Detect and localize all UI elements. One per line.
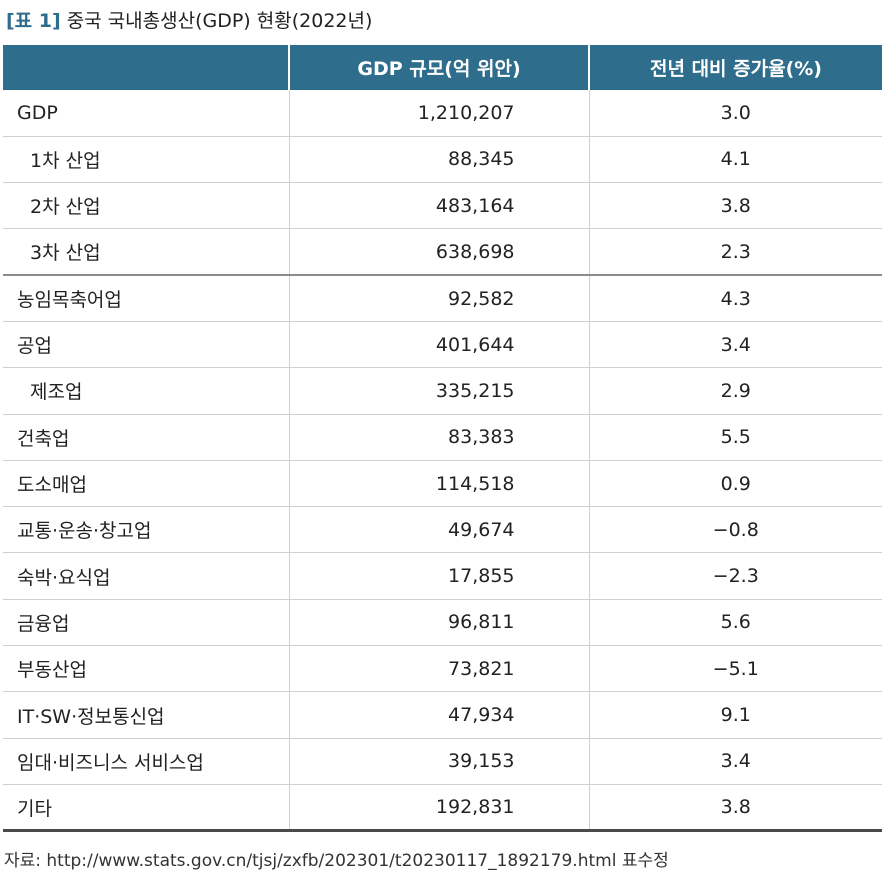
table-title: [표 1] 중국 국내총생산(GDP) 현황(2022년)	[6, 8, 372, 34]
gdp-value: 192,831	[288, 784, 589, 833]
growth-rate-value: 0.9	[588, 460, 882, 508]
gdp-table-container: GDP 규모(억 위안) 전년 대비 증가율(%) GDP 1,210,207 …	[3, 45, 882, 833]
table-row: 2차 산업 483,164 3.8	[3, 182, 882, 230]
gdp-table: GDP 규모(억 위안) 전년 대비 증가율(%) GDP 1,210,207 …	[3, 45, 882, 833]
table-row: 도소매업 114,518 0.9	[3, 460, 882, 508]
gdp-value: 83,383	[288, 414, 589, 461]
table-number-tag: [표 1]	[6, 10, 61, 32]
table-row: 농임목축어업 92,582 4.3	[3, 275, 882, 322]
table-row: 부동산업 73,821 −5.1	[3, 645, 882, 693]
table-row: 3차 산업 638,698 2.3	[3, 228, 882, 277]
header-gdp-size: GDP 규모(억 위안)	[288, 45, 589, 90]
growth-rate-value: 3.4	[588, 738, 882, 785]
table-row: 제조업 335,215 2.9	[3, 367, 882, 415]
growth-rate-value: −2.3	[588, 552, 882, 600]
row-label: 3차 산업	[3, 228, 289, 277]
growth-rate-value: 2.3	[588, 228, 882, 277]
gdp-value: 638,698	[288, 228, 589, 277]
table-row: IT·SW·정보통신업 47,934 9.1	[3, 691, 882, 739]
row-label: 제조업	[3, 367, 289, 415]
row-label: 농임목축어업	[3, 275, 289, 322]
row-label: 임대·비즈니스 서비스업	[3, 738, 289, 785]
gdp-value: 401,644	[288, 321, 589, 369]
growth-rate-value: 4.3	[588, 275, 882, 322]
table-row: 금융업 96,811 5.6	[3, 599, 882, 647]
gdp-value: 1,210,207	[288, 90, 589, 137]
growth-rate-value: 5.6	[588, 599, 882, 647]
gdp-value: 92,582	[288, 275, 589, 322]
row-label: 기타	[3, 784, 289, 833]
growth-rate-value: 3.0	[588, 90, 882, 137]
row-label: 공업	[3, 321, 289, 369]
table-row: 교통·운송·창고업 49,674 −0.8	[3, 506, 882, 554]
row-label: 숙박·요식업	[3, 552, 289, 600]
table-body: GDP 1,210,207 3.0 1차 산업 88,345 4.1 2차 산업…	[3, 90, 882, 833]
row-label: 건축업	[3, 414, 289, 461]
gdp-value: 17,855	[288, 552, 589, 600]
header-growth-rate: 전년 대비 증가율(%)	[588, 45, 882, 90]
gdp-value: 47,934	[288, 691, 589, 739]
gdp-value: 96,811	[288, 599, 589, 647]
gdp-value: 335,215	[288, 367, 589, 415]
growth-rate-value: −0.8	[588, 506, 882, 554]
row-label: 도소매업	[3, 460, 289, 508]
growth-rate-value: 4.1	[588, 136, 882, 184]
row-label: 금융업	[3, 599, 289, 647]
growth-rate-value: 3.8	[588, 182, 882, 230]
gdp-value: 114,518	[288, 460, 589, 508]
source-note: 자료: http://www.stats.gov.cn/tjsj/zxfb/20…	[4, 851, 669, 871]
growth-rate-value: 2.9	[588, 367, 882, 415]
growth-rate-value: 3.8	[588, 784, 882, 833]
table-row: 1차 산업 88,345 4.1	[3, 136, 882, 184]
row-label: 1차 산업	[3, 136, 289, 184]
row-label: GDP	[3, 90, 289, 137]
row-label: 부동산업	[3, 645, 289, 693]
table-row: 숙박·요식업 17,855 −2.3	[3, 552, 882, 600]
gdp-value: 483,164	[288, 182, 589, 230]
table-row: 임대·비즈니스 서비스업 39,153 3.4	[3, 738, 882, 785]
gdp-value: 49,674	[288, 506, 589, 554]
growth-rate-value: 9.1	[588, 691, 882, 739]
row-label: IT·SW·정보통신업	[3, 691, 289, 739]
table-row: 공업 401,644 3.4	[3, 321, 882, 369]
growth-rate-value: 3.4	[588, 321, 882, 369]
table-row: 기타 192,831 3.8	[3, 784, 882, 833]
table-row: 건축업 83,383 5.5	[3, 414, 882, 461]
row-label: 2차 산업	[3, 182, 289, 230]
gdp-value: 39,153	[288, 738, 589, 785]
gdp-value: 88,345	[288, 136, 589, 184]
gdp-value: 73,821	[288, 645, 589, 693]
header-row: GDP 규모(억 위안) 전년 대비 증가율(%)	[3, 45, 882, 90]
table-row: GDP 1,210,207 3.0	[3, 90, 882, 137]
growth-rate-value: 5.5	[588, 414, 882, 461]
table-title-text: 중국 국내총생산(GDP) 현황(2022년)	[66, 10, 373, 32]
table-header: GDP 규모(억 위안) 전년 대비 증가율(%)	[3, 45, 882, 90]
header-empty-cell	[3, 45, 289, 90]
growth-rate-value: −5.1	[588, 645, 882, 693]
row-label: 교통·운송·창고업	[3, 506, 289, 554]
